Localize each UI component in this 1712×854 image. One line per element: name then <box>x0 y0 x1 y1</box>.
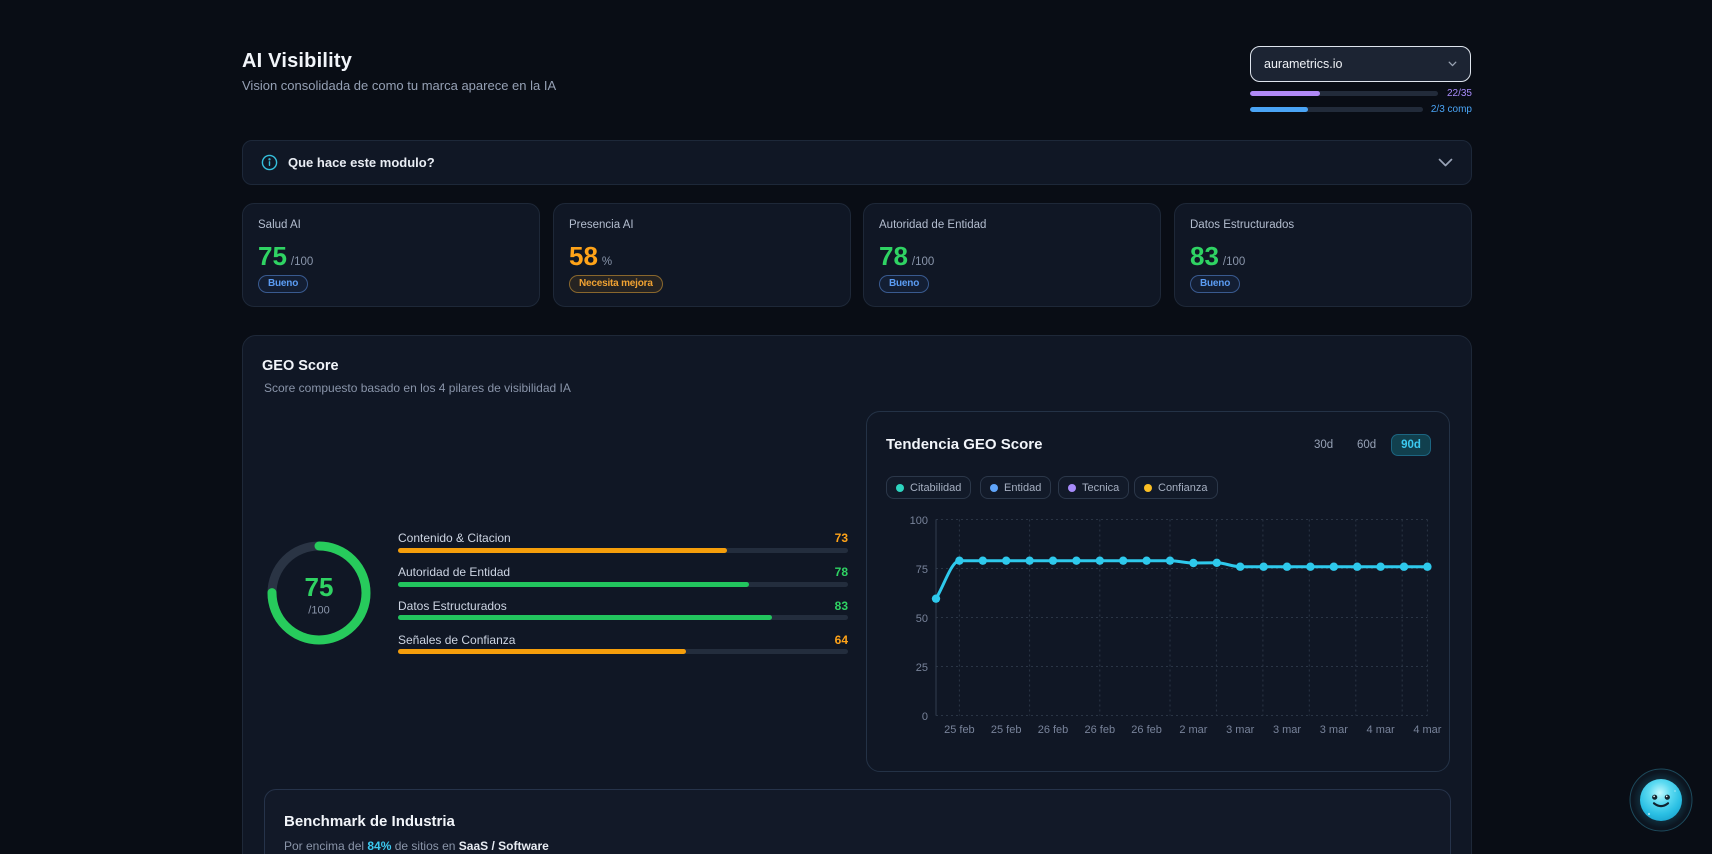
svg-text:75: 75 <box>916 564 928 576</box>
svg-text:26 feb: 26 feb <box>1085 724 1116 736</box>
svg-text:26 feb: 26 feb <box>1038 724 1069 736</box>
svg-text:25: 25 <box>916 662 928 674</box>
svg-text:2 mar: 2 mar <box>1179 724 1207 736</box>
svg-text:75: 75 <box>305 572 334 602</box>
svg-text:0: 0 <box>922 711 928 723</box>
svg-text:25 feb: 25 feb <box>991 724 1022 736</box>
svg-text:100: 100 <box>910 515 928 527</box>
svg-text:3 mar: 3 mar <box>1320 724 1348 736</box>
svg-text:26 feb: 26 feb <box>1131 724 1162 736</box>
svg-text:4 mar: 4 mar <box>1367 724 1395 736</box>
svg-text:4 mar: 4 mar <box>1413 724 1441 736</box>
svg-text:3 mar: 3 mar <box>1226 724 1254 736</box>
svg-text:25 feb: 25 feb <box>944 724 975 736</box>
svg-text:50: 50 <box>916 613 928 625</box>
svg-text:3 mar: 3 mar <box>1273 724 1301 736</box>
svg-text:/100: /100 <box>308 605 329 617</box>
